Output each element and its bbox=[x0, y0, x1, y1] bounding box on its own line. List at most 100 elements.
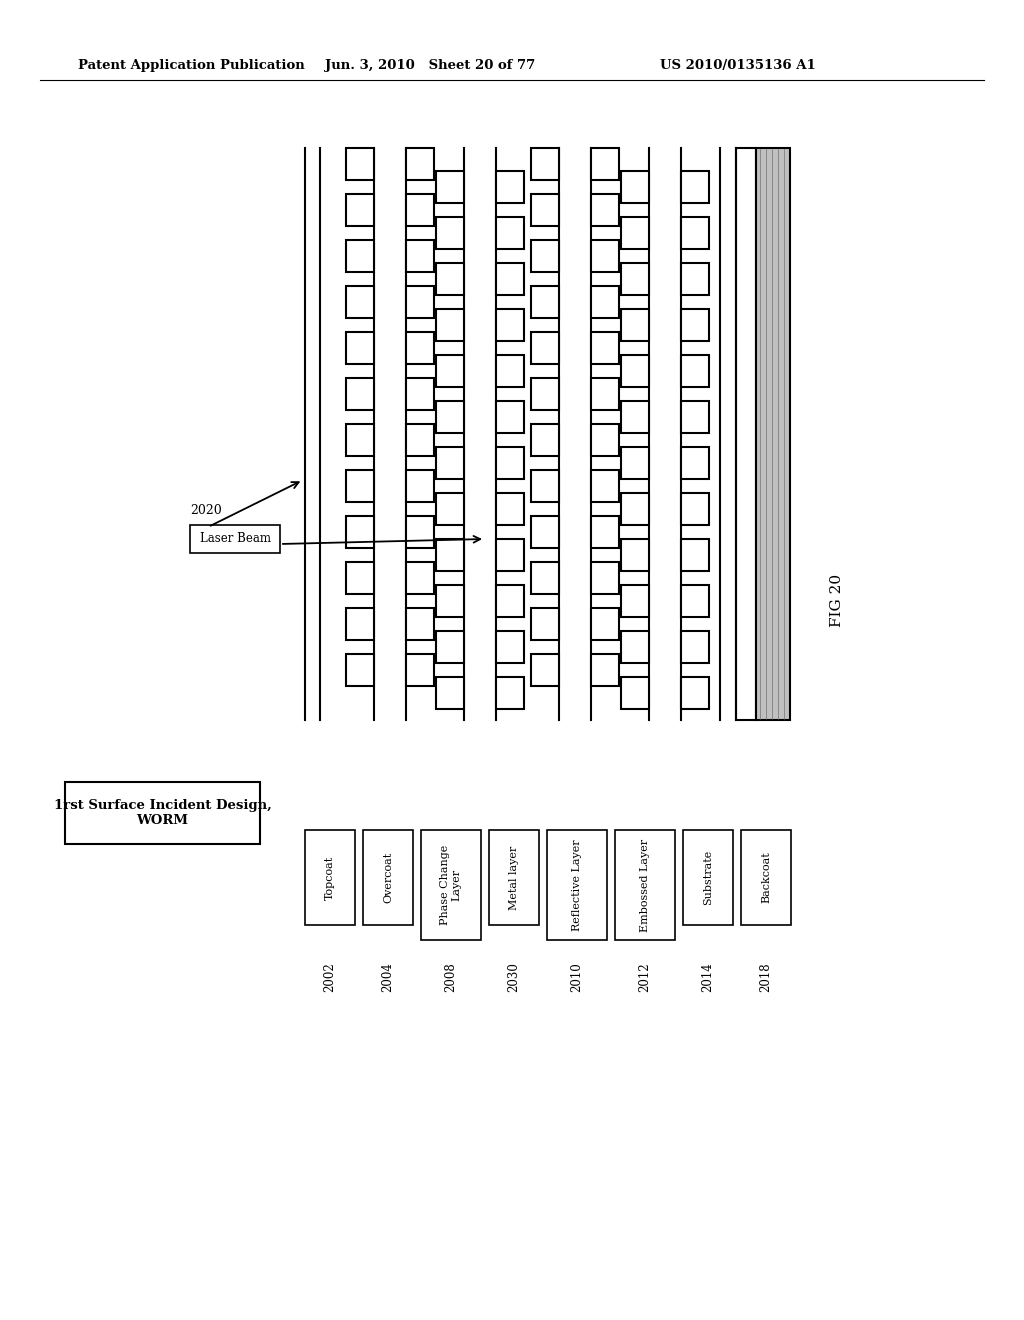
Text: US 2010/0135136 A1: US 2010/0135136 A1 bbox=[660, 58, 816, 71]
Text: Phase Change
Layer: Phase Change Layer bbox=[440, 845, 462, 925]
Bar bbox=[489, 830, 539, 925]
Bar bbox=[531, 333, 559, 364]
Bar bbox=[756, 148, 790, 719]
Bar bbox=[621, 631, 649, 663]
Bar bbox=[621, 401, 649, 433]
Bar bbox=[496, 585, 524, 616]
Bar bbox=[436, 216, 464, 249]
Bar bbox=[346, 609, 374, 640]
Bar bbox=[531, 424, 559, 455]
Bar bbox=[681, 631, 709, 663]
Bar bbox=[681, 172, 709, 203]
Text: 2030: 2030 bbox=[508, 962, 520, 991]
Bar bbox=[531, 609, 559, 640]
Bar bbox=[531, 286, 559, 318]
Bar bbox=[681, 263, 709, 294]
Bar bbox=[621, 172, 649, 203]
Text: 2008: 2008 bbox=[444, 962, 458, 991]
Bar bbox=[305, 148, 736, 719]
Bar bbox=[436, 309, 464, 341]
Bar bbox=[436, 631, 464, 663]
Bar bbox=[406, 609, 434, 640]
Bar bbox=[591, 653, 618, 686]
Bar bbox=[346, 378, 374, 411]
Bar bbox=[681, 492, 709, 525]
Bar bbox=[531, 378, 559, 411]
Bar bbox=[436, 263, 464, 294]
Bar bbox=[621, 492, 649, 525]
Text: FIG 20: FIG 20 bbox=[830, 573, 844, 627]
Bar bbox=[621, 539, 649, 572]
Bar bbox=[591, 609, 618, 640]
Bar bbox=[591, 470, 618, 502]
Bar bbox=[436, 492, 464, 525]
Bar bbox=[496, 447, 524, 479]
Bar bbox=[346, 194, 374, 226]
Bar bbox=[496, 492, 524, 525]
Bar bbox=[591, 240, 618, 272]
Bar bbox=[591, 333, 618, 364]
Bar bbox=[531, 148, 559, 180]
Bar bbox=[496, 539, 524, 572]
Bar bbox=[621, 447, 649, 479]
Bar bbox=[406, 653, 434, 686]
Bar bbox=[741, 830, 791, 925]
Text: 2010: 2010 bbox=[570, 962, 584, 991]
Text: 2002: 2002 bbox=[324, 962, 337, 991]
Bar bbox=[681, 539, 709, 572]
Bar bbox=[406, 148, 434, 180]
Text: Backcoat: Backcoat bbox=[761, 851, 771, 903]
Bar bbox=[681, 355, 709, 387]
Bar bbox=[591, 424, 618, 455]
Text: Embossed Layer: Embossed Layer bbox=[640, 838, 650, 932]
Bar bbox=[406, 562, 434, 594]
Bar bbox=[496, 309, 524, 341]
Bar bbox=[406, 194, 434, 226]
Bar bbox=[436, 447, 464, 479]
Text: 2020: 2020 bbox=[190, 504, 222, 517]
Bar bbox=[531, 653, 559, 686]
Bar bbox=[621, 585, 649, 616]
Bar bbox=[436, 172, 464, 203]
Bar bbox=[436, 355, 464, 387]
Bar bbox=[591, 516, 618, 548]
Bar bbox=[736, 148, 756, 719]
Bar bbox=[436, 677, 464, 709]
Text: 1rst Surface Incident Design,
WORM: 1rst Surface Incident Design, WORM bbox=[53, 799, 271, 828]
Bar bbox=[615, 830, 675, 940]
Bar bbox=[406, 516, 434, 548]
Text: Overcoat: Overcoat bbox=[383, 851, 393, 903]
Bar bbox=[406, 378, 434, 411]
Bar bbox=[346, 148, 374, 180]
Bar bbox=[436, 585, 464, 616]
Bar bbox=[681, 401, 709, 433]
Bar bbox=[406, 470, 434, 502]
Text: 2014: 2014 bbox=[701, 962, 715, 991]
Bar bbox=[683, 830, 733, 925]
Bar bbox=[681, 447, 709, 479]
Bar bbox=[591, 378, 618, 411]
Text: Reflective Layer: Reflective Layer bbox=[572, 840, 582, 931]
Bar bbox=[346, 424, 374, 455]
Bar bbox=[496, 355, 524, 387]
Text: Patent Application Publication: Patent Application Publication bbox=[78, 58, 305, 71]
Bar bbox=[496, 216, 524, 249]
Bar bbox=[362, 830, 413, 925]
Bar bbox=[621, 263, 649, 294]
Bar bbox=[591, 148, 618, 180]
Bar bbox=[346, 562, 374, 594]
Bar bbox=[681, 216, 709, 249]
Text: Metal layer: Metal layer bbox=[509, 845, 519, 909]
Text: Jun. 3, 2010   Sheet 20 of 77: Jun. 3, 2010 Sheet 20 of 77 bbox=[325, 58, 536, 71]
Bar bbox=[421, 830, 481, 940]
Text: 2004: 2004 bbox=[382, 962, 394, 991]
Text: Substrate: Substrate bbox=[703, 850, 713, 906]
Bar bbox=[591, 562, 618, 594]
Bar bbox=[531, 516, 559, 548]
Bar bbox=[406, 333, 434, 364]
Bar bbox=[436, 539, 464, 572]
Bar bbox=[406, 286, 434, 318]
Bar bbox=[496, 401, 524, 433]
Bar bbox=[496, 172, 524, 203]
Bar bbox=[681, 585, 709, 616]
